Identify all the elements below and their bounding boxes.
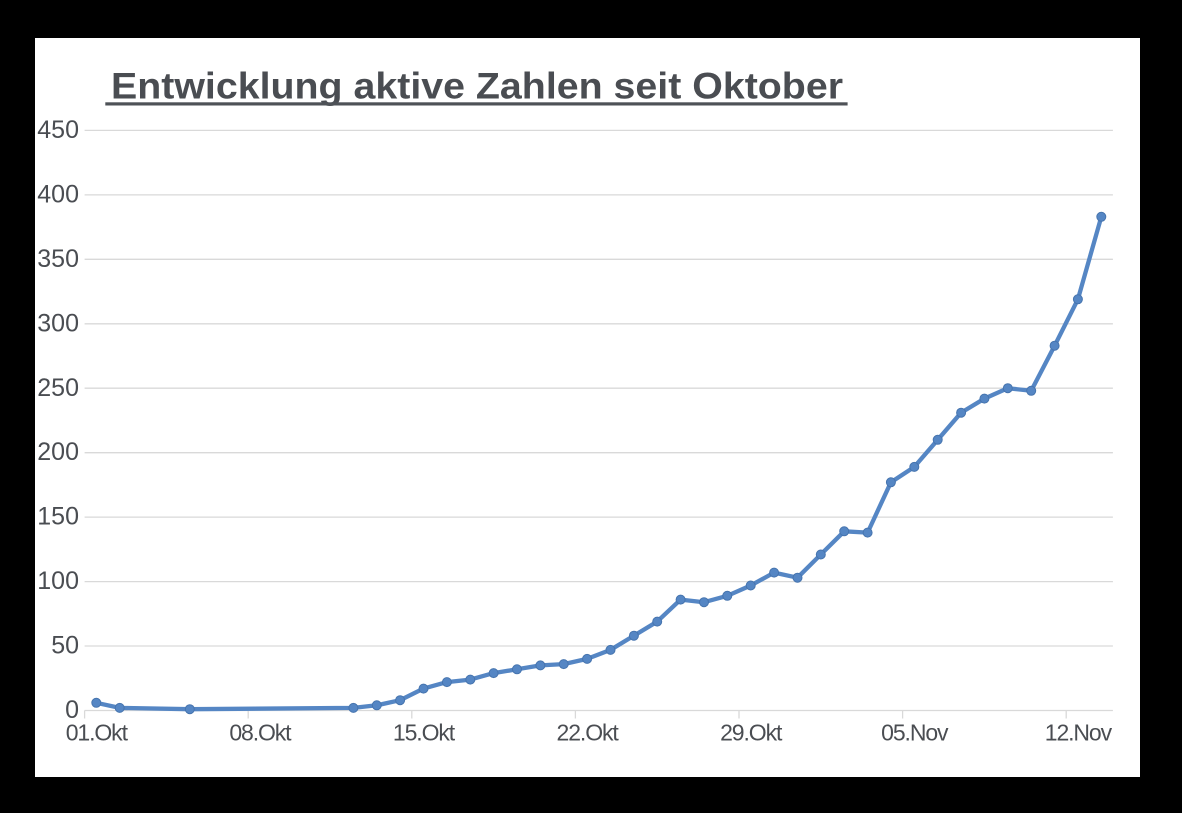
svg-text:08.Okt: 08.Okt bbox=[229, 720, 292, 746]
svg-text:150: 150 bbox=[37, 503, 79, 531]
svg-text:05.Nov: 05.Nov bbox=[881, 720, 949, 746]
svg-text:22.Okt: 22.Okt bbox=[557, 720, 620, 746]
svg-text:450: 450 bbox=[37, 116, 79, 144]
svg-text:250: 250 bbox=[37, 374, 79, 402]
svg-text:300: 300 bbox=[37, 309, 79, 337]
svg-text:01.Okt: 01.Okt bbox=[66, 720, 129, 746]
svg-text:350: 350 bbox=[37, 245, 79, 273]
svg-text:15.Okt: 15.Okt bbox=[393, 720, 456, 746]
svg-text:100: 100 bbox=[37, 567, 79, 595]
svg-text:400: 400 bbox=[37, 180, 79, 208]
svg-text:50: 50 bbox=[51, 632, 79, 660]
svg-text:200: 200 bbox=[37, 438, 79, 466]
svg-text:12.Nov: 12.Nov bbox=[1045, 720, 1113, 746]
svg-text:29.Okt: 29.Okt bbox=[720, 720, 783, 746]
svg-text:Entwicklung aktive Zahlen seit: Entwicklung aktive Zahlen seit Oktober bbox=[111, 64, 843, 106]
svg-text:0: 0 bbox=[65, 696, 79, 724]
